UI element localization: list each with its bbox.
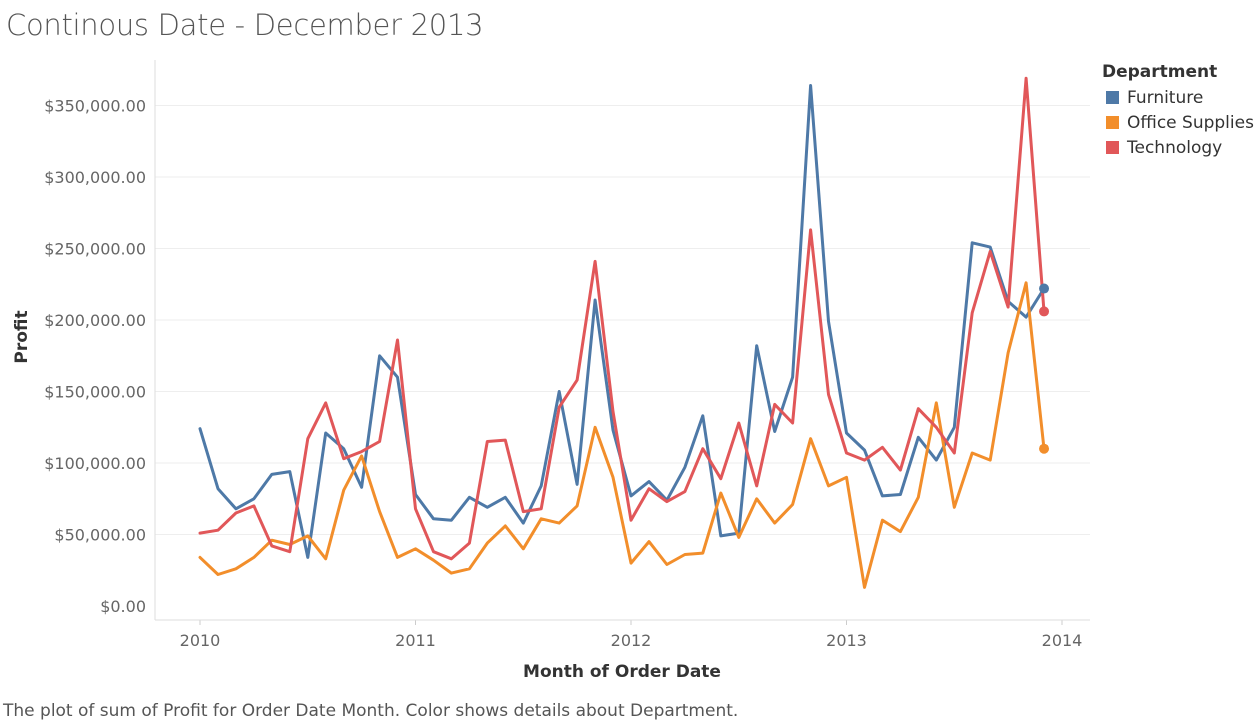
chart-caption: The plot of sum of Profit for Order Date…	[3, 701, 739, 721]
x-tick-label: 2011	[395, 631, 436, 650]
x-axis-ticks: 2010 2011 2012 2013 2014	[180, 620, 1083, 650]
legend-swatch	[1106, 91, 1119, 104]
y-tick-label: $250,000.00	[44, 240, 146, 259]
x-tick-label: 2013	[826, 631, 867, 650]
x-tick-label: 2014	[1042, 631, 1083, 650]
end-point-office-supplies[interactable]	[1039, 443, 1050, 454]
legend: Department Furniture Office Supplies Techn…	[1102, 62, 1254, 160]
series-line-technology	[198, 76, 1046, 561]
legend-swatch	[1106, 116, 1119, 129]
x-axis-label: Month of Order Date	[523, 662, 721, 682]
x-tick-label: 2012	[611, 631, 652, 650]
y-tick-label: $300,000.00	[44, 168, 146, 187]
legend-label: Office Supplies	[1127, 112, 1254, 133]
y-axis-ticks: $0.00 $50,000.00 $100,000.00 $150,000.00 $20…	[44, 97, 146, 617]
legend-label: Technology	[1127, 137, 1223, 158]
series-line-furniture	[198, 84, 1046, 559]
chart-title: Continous Date - December 2013	[6, 8, 484, 42]
legend-label: Furniture	[1127, 87, 1204, 108]
y-tick-label: $150,000.00	[44, 383, 146, 402]
y-tick-label: $200,000.00	[44, 311, 146, 330]
series-lines	[198, 76, 1046, 589]
y-tick-label: $350,000.00	[44, 97, 146, 116]
series-line-office-supplies	[198, 281, 1046, 589]
legend-title: Department	[1102, 62, 1218, 82]
y-tick-label: $100,000.00	[44, 454, 146, 473]
legend-item-technology[interactable]: Technology	[1102, 135, 1254, 160]
legend-item-office-supplies[interactable]: Office Supplies	[1102, 110, 1254, 135]
y-tick-label: $50,000.00	[54, 526, 146, 545]
axes	[154, 60, 1090, 621]
legend-item-furniture[interactable]: Furniture	[1102, 85, 1254, 110]
series-end-points	[1039, 283, 1050, 454]
y-tick-label: $0.00	[100, 597, 146, 616]
x-tick-label: 2010	[180, 631, 221, 650]
end-point-technology[interactable]	[1039, 306, 1050, 317]
legend-items: Furniture Office Supplies Technology	[1102, 85, 1254, 160]
y-axis-label: Profit	[12, 310, 32, 363]
end-point-furniture[interactable]	[1039, 283, 1050, 294]
legend-swatch	[1106, 141, 1119, 154]
